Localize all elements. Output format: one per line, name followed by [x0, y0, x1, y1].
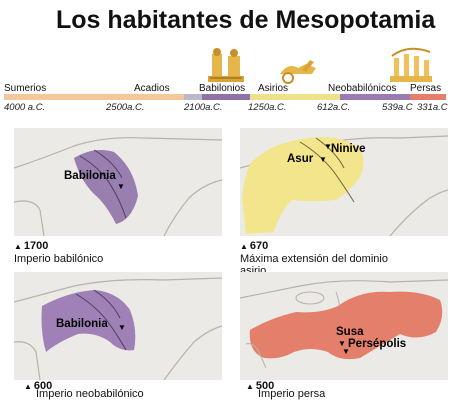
- map-terrain: [240, 279, 448, 369]
- timeline-date: 2100a.C.: [184, 102, 223, 113]
- timeline-segment-asirios: [250, 94, 340, 100]
- timeline-bar: [4, 94, 446, 100]
- babylonian-king-illustration: [208, 48, 244, 82]
- city-marker: ▼: [319, 155, 327, 164]
- period-label-sumerios: Sumerios: [4, 83, 47, 94]
- map-neobabylonian-empire: Babilonia ▼: [14, 272, 222, 380]
- timeline-segment-babilonios: [202, 94, 250, 100]
- map-assyrian-empire: Asur Ninive ▼ ▼: [240, 128, 448, 236]
- timeline-segment-neobabilonicos: [340, 94, 410, 100]
- timeline-date: 539a.C: [382, 102, 413, 113]
- timeline-date: 612a.C.: [317, 102, 351, 113]
- page-title: Los habitantes de Mesopotamia: [56, 6, 436, 34]
- period-label-acadios: Acadios: [134, 83, 170, 94]
- caption-babylonian-empire: ▲ 1700 Imperio babilónico: [14, 240, 103, 265]
- timeline-date: 2500a.C.: [106, 102, 145, 113]
- caption-year: 500: [255, 380, 275, 392]
- triangle-icon: ▲: [24, 382, 32, 391]
- caption-year: 600: [33, 380, 53, 392]
- caption-neobabylonian-empire: ▲ 600: [24, 380, 52, 393]
- place-persepolis: Persépolis: [348, 338, 407, 350]
- period-label-persas: Persas: [410, 83, 442, 94]
- timeline-date: 331a.C: [417, 102, 448, 113]
- caption-year: 1700: [23, 240, 49, 252]
- place-babilonia: Babilonia: [56, 318, 108, 330]
- place-asur: Asur: [287, 153, 314, 165]
- assyrian-chariot-illustration: [280, 60, 316, 84]
- period-label-neobabilonicos: Neobabilónicos: [328, 83, 397, 94]
- caption-label: Imperio babilónico: [14, 253, 104, 265]
- timeline-segment-acadios: [184, 94, 202, 100]
- caption-label-persian: Imperio persa: [258, 388, 326, 400]
- map-terrain: [14, 137, 222, 236]
- map-terrain: [240, 135, 448, 236]
- map-terrain: [14, 277, 222, 380]
- place-ninive: Ninive: [331, 143, 366, 155]
- caption-label-neobabylonian: Imperio neobabilónico: [36, 388, 144, 400]
- timeline-segment-persas: [410, 94, 446, 100]
- place-babilonia: Babilonia: [64, 170, 116, 182]
- map-babylonian-empire: Babilonia ▼: [14, 128, 222, 236]
- timeline-date: 1250a.C.: [248, 102, 287, 113]
- map-persian-empire: Susa Persépolis ▼ ▼: [240, 272, 448, 380]
- persian-palace-illustration: [390, 47, 432, 82]
- period-label-asirios: Asirios: [258, 83, 289, 94]
- triangle-icon: ▲: [14, 242, 22, 251]
- period-label-babilonios: Babilonios: [199, 83, 246, 94]
- city-marker: ▼: [342, 347, 350, 356]
- city-marker: ▼: [324, 142, 332, 151]
- caption-year: 670: [249, 240, 269, 252]
- place-susa: Susa: [336, 326, 364, 338]
- triangle-icon: ▲: [246, 382, 254, 391]
- city-marker: ▼: [117, 182, 125, 191]
- timeline-date: 4000 a.C.: [4, 102, 46, 113]
- city-marker: ▼: [118, 323, 126, 332]
- timeline-segment-sumerios: [4, 94, 184, 100]
- city-marker: ▼: [338, 339, 346, 348]
- caption-persian-empire: ▲ 500: [246, 380, 274, 393]
- triangle-icon: ▲: [240, 242, 248, 251]
